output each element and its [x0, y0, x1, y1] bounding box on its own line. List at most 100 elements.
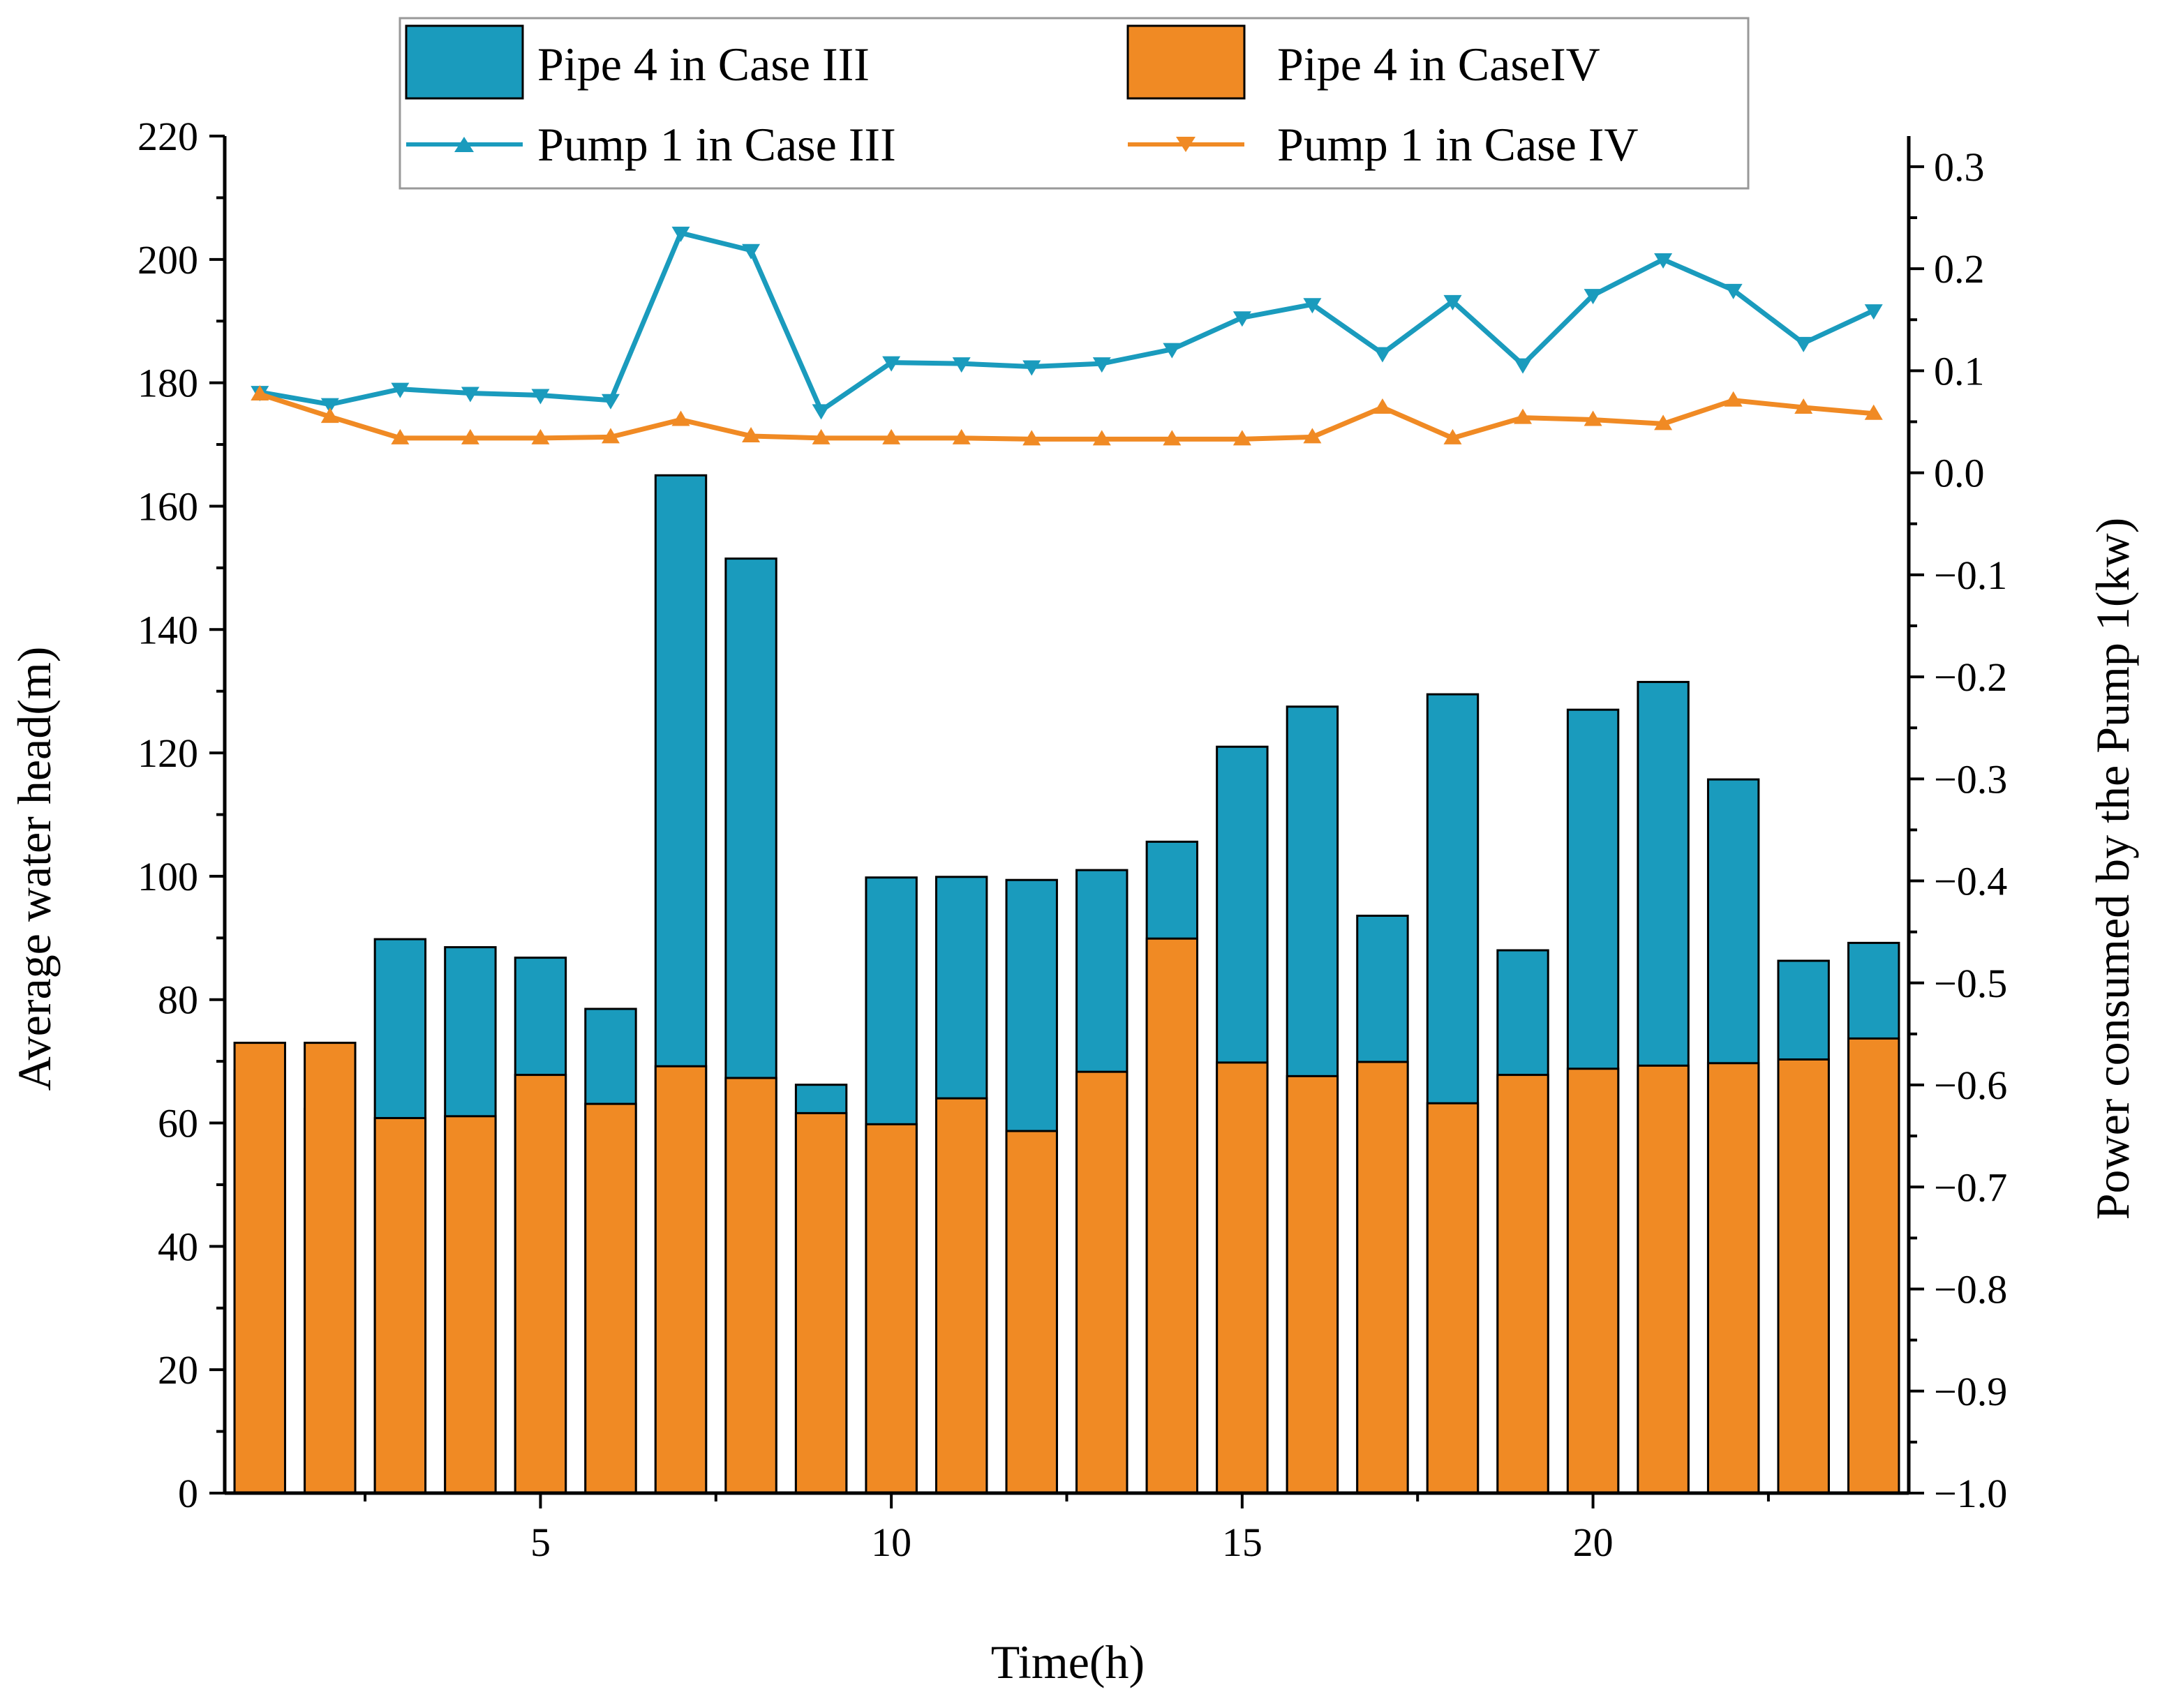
bar-pipe4-case-iv-h24	[1847, 1037, 1900, 1494]
y-left-tick-label: 60	[158, 1101, 198, 1146]
marker-pump1-case-iii-h15	[1232, 311, 1251, 327]
y-axis-right-title: Power consumed by the Pump 1(kw)	[2086, 518, 2139, 1220]
bar-pipe4-case-iv-h13	[1075, 1070, 1129, 1494]
y-axis-left-title: Average water head(m)	[8, 647, 61, 1091]
bar-pipe4-case-iv-h23	[1777, 1058, 1830, 1494]
marker-pump1-case-iv-h12	[1022, 430, 1041, 446]
legend-label-pump1-case-iii: Pump 1 in Case III	[537, 118, 896, 171]
bar-pipe4-case-iv-h14	[1145, 937, 1199, 1494]
marker-pump1-case-iii-h13	[1092, 357, 1111, 373]
bar-series-case-iv	[233, 937, 1900, 1494]
marker-pump1-case-iv-h17	[1373, 398, 1392, 414]
bar-pipe4-case-iv-h15	[1216, 1061, 1269, 1494]
bar-pipe4-case-iv-h3	[373, 1116, 427, 1494]
y-left-tick-label: 120	[137, 731, 198, 776]
marker-pump1-case-iv-h5	[531, 428, 550, 444]
y-right-tick-label: −0.4	[1934, 859, 2007, 904]
legend-label-pipe4-case-iii: Pipe 4 in Case III	[537, 38, 870, 91]
marker-pump1-case-iv-h4	[461, 428, 479, 444]
marker-pump1-case-iii-h9	[812, 404, 831, 420]
y-left-tick-label: 0	[178, 1471, 198, 1516]
y-left-tick-label: 80	[158, 977, 198, 1023]
bar-pipe4-case-iv-h5	[514, 1074, 567, 1494]
marker-pump1-case-iii-h24	[1864, 304, 1883, 320]
bar-pipe4-case-iv-h17	[1356, 1061, 1409, 1494]
bar-pipe4-case-iv-h2	[304, 1042, 357, 1494]
y-right-tick-label: −0.6	[1934, 1063, 2007, 1108]
x-tick-label: 15	[1222, 1520, 1263, 1565]
legend-box	[399, 17, 1750, 190]
bar-pipe4-case-iv-h9	[794, 1111, 848, 1494]
marker-pump1-case-iv-h7	[671, 410, 690, 426]
marker-pump1-case-iii-h6	[601, 394, 620, 410]
bar-pipe4-case-iv-h12	[1005, 1130, 1058, 1494]
y-right-tick-label: −0.7	[1934, 1164, 2007, 1210]
marker-pump1-case-iii-h23	[1794, 336, 1813, 352]
marker-pump1-case-iv-h8	[742, 426, 761, 442]
marker-pump1-case-iv-h19	[1514, 408, 1533, 424]
y-left-tick-label: 200	[137, 237, 198, 283]
bar-pipe4-case-iv-h10	[865, 1123, 918, 1494]
x-tick-label: 20	[1573, 1520, 1614, 1565]
marker-pump1-case-iii-h11	[952, 357, 971, 373]
y-right-tick-label: 0.1	[1934, 348, 1985, 394]
marker-pump1-case-iv-h23	[1794, 398, 1813, 414]
marker-pump1-case-iv-h9	[812, 428, 831, 444]
y-left-tick-label: 160	[137, 484, 198, 529]
marker-pump1-case-iv-h15	[1232, 430, 1251, 446]
marker-pump1-case-iii-h12	[1022, 360, 1041, 376]
legend-label-pipe4-case-iv: Pipe 4 in CaseIV	[1277, 38, 1600, 91]
marker-pump1-case-iii-h7	[671, 226, 690, 242]
marker-pump1-case-iii-h4	[461, 387, 479, 403]
line-pump1-case-iii	[259, 230, 1875, 413]
legend-label-pump1-case-iv: Pump 1 in Case IV	[1277, 118, 1639, 171]
marker-pump1-case-iii-h3	[391, 382, 410, 398]
y-right-tick-label: −0.1	[1934, 553, 2007, 598]
y-right-tick-label: 0.0	[1934, 451, 1985, 496]
marker-pump1-case-iii-h19	[1514, 358, 1533, 374]
marker-pump1-case-iv-h14	[1163, 430, 1182, 446]
y-right-tick-label: −0.3	[1934, 756, 2007, 802]
bar-pipe4-case-iv-h11	[934, 1097, 988, 1494]
bar-pipe4-case-iv-h4	[444, 1115, 497, 1494]
y-left-tick-label: 140	[137, 607, 198, 652]
y-right-tick-label: 0.2	[1934, 246, 1985, 292]
x-tick-label: 5	[530, 1520, 551, 1565]
bar-pipe4-case-iv-h16	[1286, 1074, 1339, 1494]
marker-pump1-case-iii-h10	[882, 356, 901, 372]
marker-pump1-case-iv-h11	[952, 428, 971, 444]
bar-pipe4-case-iv-h8	[724, 1077, 777, 1494]
bar-pipe4-case-iv-h1	[233, 1042, 286, 1494]
y-right-tick-label: −0.8	[1934, 1267, 2007, 1312]
y-right-tick-label: −0.5	[1934, 961, 2007, 1006]
marker-pump1-case-iii-h14	[1163, 343, 1182, 359]
bar-pipe4-case-iv-h21	[1637, 1064, 1690, 1494]
marker-pump1-case-iv-h13	[1092, 430, 1111, 446]
y-right-tick-label: −0.2	[1934, 654, 2007, 700]
marker-pump1-case-iv-h1	[251, 384, 269, 400]
bar-pipe4-case-iv-h20	[1566, 1068, 1620, 1494]
ticks: 0 20 40 60 80 100 120 140 160 180 200 220 −1.0 −0.9 −0…	[137, 114, 2007, 1565]
legend-marker-pump1-case-iii	[454, 137, 474, 152]
y-left-tick-label: 100	[137, 854, 198, 899]
bar-pipe4-case-iv-h18	[1426, 1102, 1480, 1494]
y-right-tick-label: −0.9	[1934, 1369, 2007, 1414]
line-series-group	[251, 226, 1883, 446]
marker-pump1-case-iii-h16	[1303, 298, 1322, 314]
x-tick-label: 10	[871, 1520, 911, 1565]
bar-pipe4-case-iv-h22	[1706, 1062, 1760, 1494]
y-left-tick-label: 40	[158, 1224, 198, 1269]
marker-pump1-case-iii-h18	[1443, 294, 1462, 310]
marker-pump1-case-iv-h20	[1584, 410, 1602, 426]
bar-pipe4-case-iv-h6	[584, 1102, 637, 1494]
marker-pump1-case-iii-h8	[742, 244, 761, 260]
marker-pump1-case-iv-h18	[1443, 428, 1462, 444]
marker-pump1-case-iv-h21	[1654, 414, 1673, 430]
y-right-tick-label: 0.3	[1934, 144, 1985, 190]
bar-pipe4-case-iv-h7	[654, 1065, 708, 1494]
bar-pipe4-case-iv-h19	[1496, 1074, 1549, 1494]
marker-pump1-case-iii-h17	[1373, 347, 1392, 363]
marker-pump1-case-iv-h22	[1724, 391, 1743, 407]
marker-pump1-case-iv-h16	[1303, 428, 1322, 444]
